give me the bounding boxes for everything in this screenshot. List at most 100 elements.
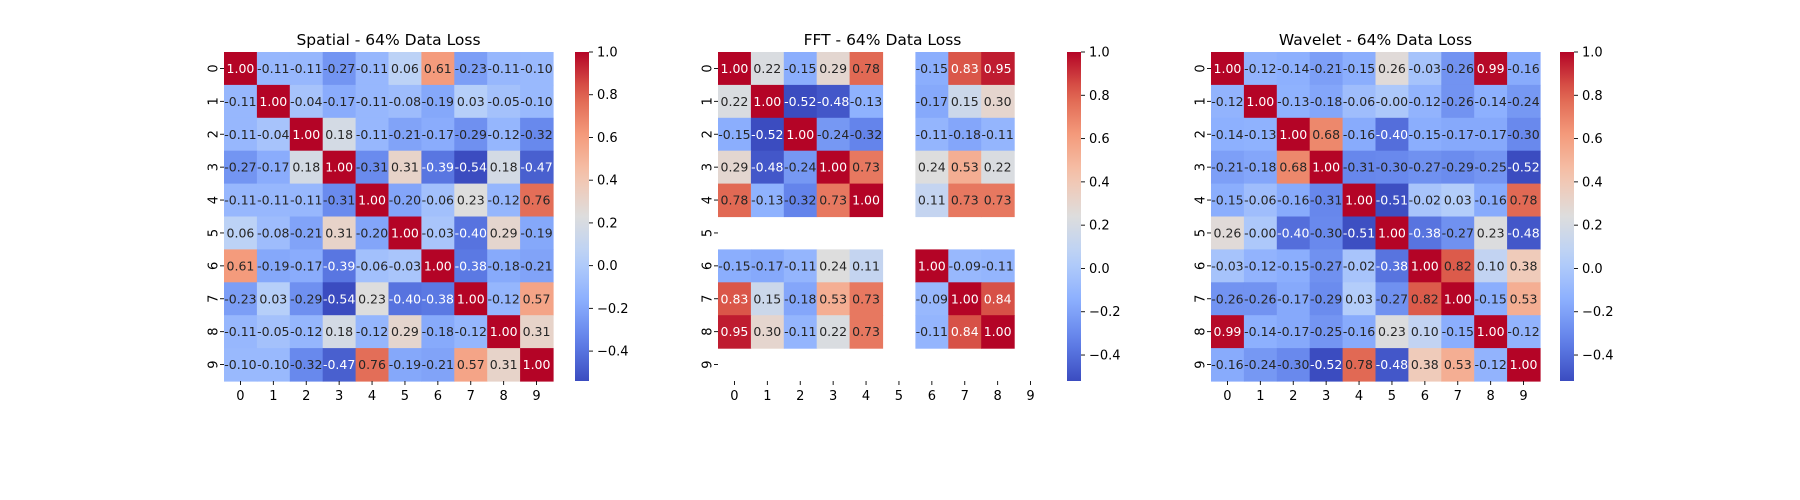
heatmap-cell (421, 249, 455, 283)
cell-value-label: -0.11 (224, 193, 256, 208)
cell-value-label: -0.11 (224, 94, 256, 109)
heatmap-cell (454, 249, 488, 283)
colorbar-tick-label: 0.4 (1089, 175, 1110, 190)
x-tick-label: 8 (994, 389, 1002, 404)
x-tick-label: 2 (302, 389, 310, 404)
cell-value-label: 0.03 (1444, 193, 1472, 208)
heatmap-cell (355, 84, 390, 119)
cell-value-label: -0.16 (1211, 357, 1243, 372)
heatmap-cell (750, 117, 785, 152)
cell-value-label: 0.68 (1279, 160, 1307, 175)
heatmap-cell (1375, 52, 1409, 86)
heatmap-cell (322, 84, 357, 119)
heatmap-cell (849, 282, 884, 316)
x-tick-label: 1 (763, 389, 771, 404)
heatmap-cell (1441, 117, 1475, 152)
cell-value-label: -0.47 (323, 357, 355, 372)
colorbar-tick-label: 0.6 (1582, 132, 1603, 147)
heatmap-cell (915, 150, 949, 185)
heatmap-cell (256, 282, 291, 316)
cell-value-label: -0.13 (850, 94, 882, 109)
cell-value-label: -0.15 (718, 258, 750, 273)
heatmap-cell (816, 282, 851, 316)
cell-value-label: -0.11 (257, 193, 289, 208)
heatmap-cell (1243, 84, 1278, 119)
heatmap-cell (355, 216, 390, 250)
heatmap-cell (1507, 183, 1541, 218)
heatmap-cell (1309, 249, 1344, 283)
heatmap-cell (487, 282, 521, 316)
cell-value-label: -0.29 (1310, 291, 1342, 306)
cell-value-label: -0.15 (1474, 291, 1506, 306)
cell-value-label: -0.12 (487, 193, 519, 208)
heatmap-cell (1441, 150, 1475, 185)
heatmap-cell (915, 249, 949, 283)
y-tick-label: 1 (701, 97, 716, 105)
cell-value-label: -0.15 (1409, 127, 1441, 142)
cell-value-label: -0.11 (224, 324, 256, 339)
heatmap-cell (948, 183, 982, 218)
cell-value-label: -0.31 (1310, 193, 1342, 208)
cell-value-label: -0.52 (784, 94, 816, 109)
heatmap-cell (849, 150, 884, 185)
cell-value-label: 1.00 (1477, 324, 1505, 339)
cell-value-label: -0.16 (1474, 193, 1506, 208)
heatmap-cell (915, 52, 949, 86)
heatmap-cell (1211, 150, 1245, 185)
cell-value-label: -0.13 (1244, 127, 1276, 142)
heatmap-cell (1211, 183, 1245, 218)
cell-value-label: -0.52 (1507, 160, 1539, 175)
cell-value-label: 0.53 (1444, 357, 1472, 372)
cell-value-label: 1.00 (819, 160, 847, 175)
heatmap-cell (981, 52, 1015, 86)
cell-value-label: -0.29 (455, 127, 487, 142)
heatmap-cell (454, 315, 488, 349)
y-tick-label: 0 (701, 64, 716, 72)
heatmap-cell (224, 52, 258, 86)
heatmap-cell (1408, 315, 1442, 349)
cell-value-label: -0.38 (455, 258, 487, 273)
cell-value-label: -0.25 (1474, 160, 1506, 175)
y-tick-label: 8 (1194, 328, 1209, 336)
x-tick-label: 5 (1388, 389, 1396, 404)
heatmap-cell (487, 84, 521, 119)
x-tick-label: 8 (1487, 389, 1495, 404)
heatmap-cell (1276, 117, 1311, 152)
heatmap-cell (750, 315, 785, 349)
cell-value-label: -0.26 (1442, 61, 1474, 76)
heatmap-cell (388, 84, 422, 119)
heatmap-cell (981, 117, 1015, 152)
heatmap-cell (1408, 249, 1442, 283)
cell-value-label: 0.53 (819, 291, 847, 306)
heatmap-cell (1342, 216, 1377, 250)
heatmap-cell (1441, 52, 1475, 86)
cell-value-label: -0.26 (1211, 291, 1243, 306)
cell-value-label: -0.16 (1343, 324, 1375, 339)
cell-value-label: -0.30 (1507, 127, 1539, 142)
cell-value-label: 0.99 (1477, 61, 1505, 76)
cell-value-label: -0.18 (1244, 160, 1276, 175)
x-tick-label: 8 (500, 389, 508, 404)
y-tick-label: 7 (701, 295, 716, 303)
x-tick-label: 1 (1256, 389, 1264, 404)
cell-value-label: -0.12 (356, 324, 388, 339)
heatmap-cell (322, 52, 357, 86)
y-tick-label: 4 (701, 196, 716, 204)
cell-value-label: 0.83 (721, 291, 749, 306)
cell-value-label: 0.30 (753, 324, 781, 339)
cell-value-label: -0.21 (1211, 160, 1243, 175)
heatmap-cell (750, 150, 785, 185)
cell-value-label: -0.00 (1376, 94, 1408, 109)
y-tick-label: 2 (1194, 130, 1209, 138)
heatmap-cell (256, 150, 291, 185)
cell-value-label: -0.06 (422, 193, 454, 208)
cell-value-label: -0.17 (422, 127, 454, 142)
heatmap-cell (1408, 282, 1442, 316)
heatmap-cell (487, 315, 521, 349)
heatmap-cell (289, 249, 324, 283)
heatmap-cell (1507, 282, 1541, 316)
heatmap-cell (1243, 150, 1278, 185)
cell-value-label: 1.00 (951, 291, 979, 306)
heatmap-cell (816, 150, 851, 185)
heatmap-cell (948, 117, 982, 152)
